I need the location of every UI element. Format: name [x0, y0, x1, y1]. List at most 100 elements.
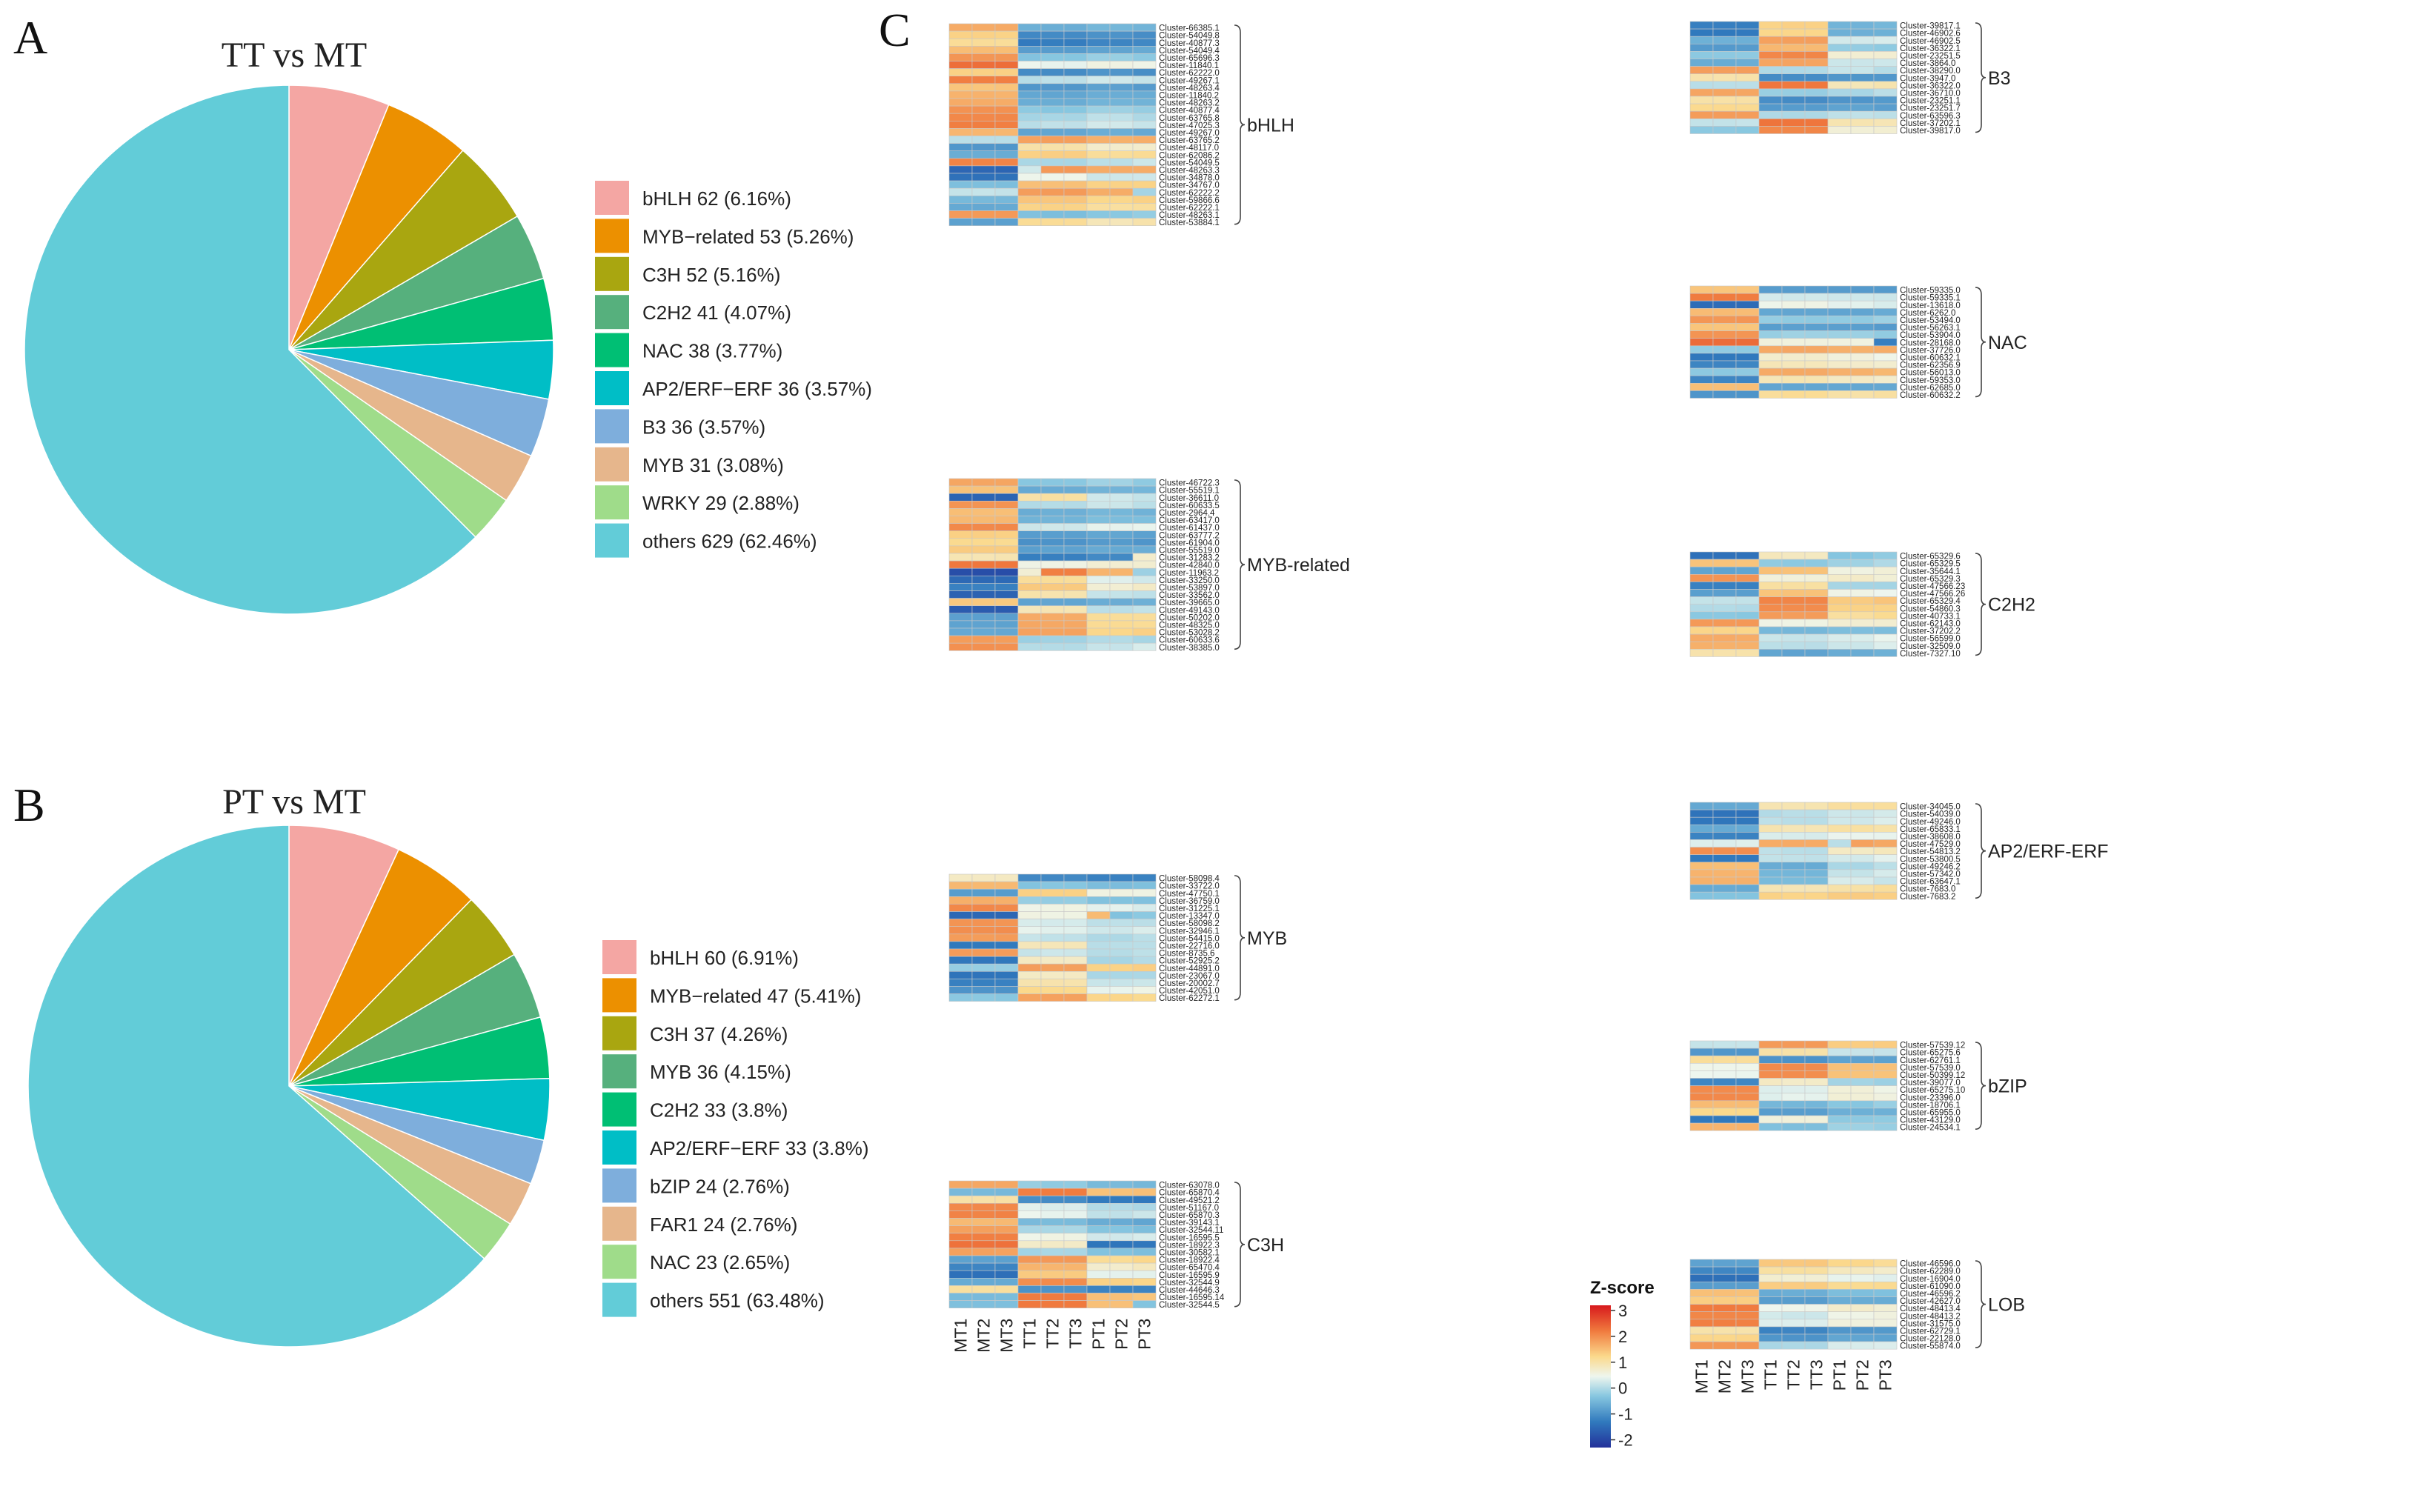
heatmap-cell — [1017, 158, 1042, 167]
heatmap-cell — [1109, 1233, 1134, 1242]
heatmap-cell — [948, 1180, 973, 1189]
heatmap-cell — [1735, 1040, 1760, 1049]
heatmap-cell — [1086, 545, 1111, 554]
heatmap-cell — [1712, 1289, 1737, 1297]
heatmap-cell — [1712, 1078, 1737, 1086]
heatmap-cell — [1689, 43, 1714, 52]
heatmap-cell — [1804, 81, 1829, 90]
heatmap-cell — [1804, 96, 1829, 104]
heatmap-cell — [1781, 604, 1806, 613]
heatmap-cell — [994, 881, 1019, 890]
heatmap-cell — [1040, 993, 1065, 1002]
heatmap-cell — [1781, 891, 1806, 900]
heatmap-cell — [1804, 876, 1829, 885]
heatmap-cell — [1040, 195, 1065, 204]
heatmap-cell — [1735, 825, 1760, 833]
heatmap-cell — [948, 553, 973, 562]
heatmap-cell — [1017, 911, 1042, 919]
heatmap-cell — [1827, 1108, 1852, 1116]
row-label: Cluster-56013.0 — [1900, 369, 1961, 378]
column-label: PT1 — [1089, 1319, 1108, 1350]
heatmap-cell — [1017, 1210, 1042, 1219]
heatmap-cell — [1040, 61, 1065, 69]
heatmap-cell — [1827, 353, 1852, 362]
row-label: Cluster-23251.1 — [1900, 97, 1961, 106]
heatmap-cell — [1040, 23, 1065, 32]
row-label: Cluster-16595.14 — [1159, 1293, 1225, 1302]
heatmap-cell — [1063, 635, 1088, 644]
heatmap-cell — [1109, 68, 1134, 76]
heatmap-cell — [1040, 620, 1065, 629]
heatmap-block: Cluster-58098.4Cluster-33722.0Cluster-47… — [948, 873, 1287, 1003]
heatmap-cell — [1735, 1289, 1760, 1297]
heatmap-cell — [1804, 43, 1829, 52]
heatmap-cell — [1132, 38, 1157, 47]
heatmap-cell — [1109, 613, 1134, 622]
row-label: Cluster-54415.0 — [1159, 934, 1220, 943]
heatmap-cell — [994, 530, 1019, 539]
heatmap-cell — [1781, 1115, 1806, 1124]
heatmap-cell — [1735, 589, 1760, 597]
heatmap-cell — [1804, 338, 1829, 347]
heatmap-cell — [1850, 573, 1875, 582]
heatmap-cell — [1758, 293, 1783, 302]
family-label: AP2/ERF-ERF — [1988, 842, 2109, 862]
heatmap-cell — [1804, 559, 1829, 567]
heatmap-cell — [1689, 330, 1714, 339]
heatmap-cell — [1781, 551, 1806, 560]
heatmap-cell — [971, 45, 996, 54]
heatmap-cell — [1109, 1248, 1134, 1256]
panel-label-a: A — [13, 11, 47, 64]
heatmap-cell — [1712, 1282, 1737, 1290]
row-label: Cluster-23251.5 — [1900, 52, 1961, 61]
row-label: Cluster-57539.0 — [1900, 1064, 1961, 1073]
heatmap-cell — [1827, 1282, 1852, 1290]
row-label: Cluster-23251.7 — [1900, 104, 1961, 113]
heatmap-cell — [1063, 873, 1088, 882]
heatmap-cell — [1086, 919, 1111, 927]
row-label: Cluster-11963.2 — [1159, 569, 1219, 578]
heatmap-cell — [1781, 345, 1806, 354]
column-label: PT3 — [1135, 1319, 1154, 1350]
heatmap-cell — [1040, 986, 1065, 994]
heatmap-cell — [1804, 551, 1829, 560]
heatmap-cell — [1850, 43, 1875, 52]
heatmap-cell — [1040, 583, 1065, 591]
heatmap-cell — [971, 1270, 996, 1279]
heatmap-cell — [1132, 508, 1157, 516]
heatmap-cell — [1781, 839, 1806, 847]
heatmap-cell — [1735, 1055, 1760, 1064]
heatmap-cell — [994, 904, 1019, 912]
heatmap-cell — [1804, 1273, 1829, 1282]
heatmap-cell — [948, 1255, 973, 1264]
heatmap-cell — [1040, 493, 1065, 502]
column-label: TT1 — [1761, 1359, 1781, 1390]
heatmap-cell — [994, 553, 1019, 562]
heatmap-cell — [971, 979, 996, 987]
heatmap-cell — [1689, 1108, 1714, 1116]
heatmap-cell — [1873, 816, 1898, 825]
row-label: Cluster-62289.0 — [1900, 1268, 1961, 1276]
heatmap-cell — [1804, 854, 1829, 863]
heatmap-cell — [1827, 73, 1852, 82]
row-label: Cluster-65696.3 — [1159, 54, 1220, 63]
heatmap-cell — [1850, 1333, 1875, 1342]
heatmap-cell — [1804, 367, 1829, 376]
heatmap-cell — [1109, 1188, 1134, 1196]
heatmap-cell — [1758, 839, 1783, 847]
heatmap-cell — [1827, 1055, 1852, 1064]
heatmap-cell — [1804, 1311, 1829, 1320]
heatmap-cell — [1017, 986, 1042, 994]
heatmap-cell — [1804, 126, 1829, 134]
heatmap-cell — [1873, 559, 1898, 567]
heatmap-cell — [1063, 1233, 1088, 1242]
row-label: Cluster-65329.6 — [1900, 553, 1961, 562]
heatmap-cell — [1873, 1093, 1898, 1102]
heatmap-cell — [1017, 635, 1042, 644]
heatmap-cell — [1873, 119, 1898, 127]
heatmap-cell — [1735, 633, 1760, 642]
heatmap-cell — [1017, 143, 1042, 152]
row-label: Cluster-18922.3 — [1159, 1241, 1220, 1250]
heatmap-cell — [1063, 158, 1088, 167]
row-label: Cluster-53897.0 — [1159, 584, 1220, 593]
